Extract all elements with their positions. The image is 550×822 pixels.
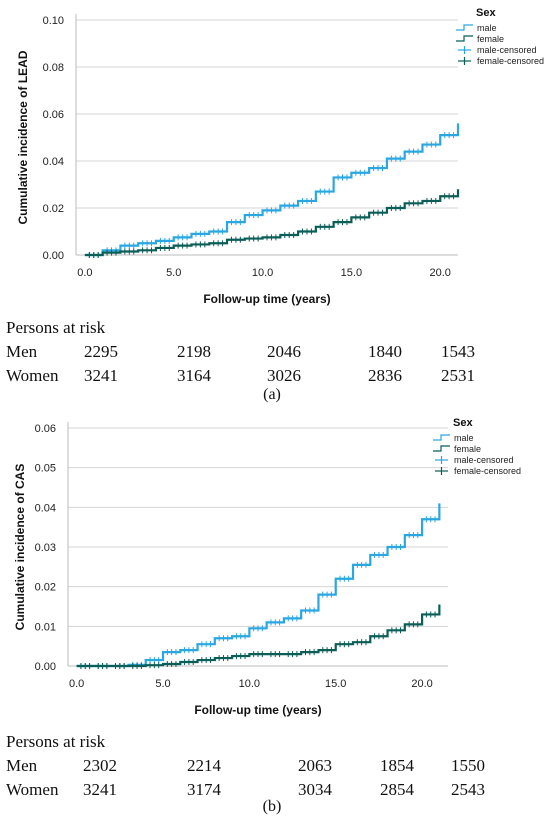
risk-value: 2836: [368, 366, 402, 385]
x-tick-label: 10.0: [252, 267, 273, 279]
risk-label: Men: [6, 342, 38, 361]
risk-value: 2046: [267, 342, 301, 361]
legend-entry: female-censored: [477, 56, 544, 66]
caption-a: (a): [263, 386, 281, 403]
series-line-female: [84, 189, 460, 257]
risk-value: 3026: [267, 366, 301, 385]
risk-header-row: Persons at risk: [0, 318, 550, 340]
y-tick-label: 0.02: [35, 582, 56, 594]
risk-row-men: Men 2295 2198 2046 1840 1543: [0, 342, 550, 364]
risk-value: 2214: [187, 756, 221, 775]
risk-value: 3034: [298, 780, 332, 799]
y-tick-label: 0.00: [43, 250, 64, 262]
series-line-male: [84, 123, 460, 257]
y-tick-label: 0.03: [35, 542, 56, 554]
risk-row-men: Men 2302 2214 2063 1854 1550: [0, 756, 550, 778]
x-tick-label: 15.0: [325, 678, 346, 690]
y-tick-label: 0.01: [35, 621, 56, 633]
risk-value: 2295: [84, 342, 118, 361]
legend-title: Sex: [476, 7, 496, 19]
legend-title: Sex: [453, 417, 473, 429]
y-tick-label: 0.00: [35, 661, 56, 673]
risk-label: Men: [6, 756, 38, 775]
risk-value: 2854: [380, 780, 414, 799]
risk-header: Persons at risk: [6, 318, 106, 337]
risk-value: 3174: [187, 780, 221, 799]
x-tick-label: 15.0: [341, 267, 362, 279]
y-axis-title: Cumulative incidence of LEAD: [16, 50, 30, 224]
risk-label: Women: [6, 366, 59, 385]
x-tick-label: 20.0: [411, 678, 432, 690]
risk-row-women: Women 3241 3164 3026 2836 2531: [0, 366, 550, 388]
legend-swatch: [433, 434, 450, 441]
legend-entry: male: [477, 23, 497, 33]
y-tick-label: 0.06: [35, 423, 56, 435]
y-axis-title: Cumulative incidence of CAS: [13, 464, 27, 631]
legend-entry: female: [477, 34, 504, 44]
lead-incidence-chart: 0.00 0.02 0.04 0.06 0.08 0.10 0.0 5.0 10.0 15.0 20…: [16, 7, 544, 306]
risk-value: 3241: [83, 780, 117, 799]
risk-value: 1840: [368, 342, 402, 361]
x-tick-label: 0.0: [77, 267, 92, 279]
risk-value: 2063: [298, 756, 332, 775]
legend-entry: male: [454, 433, 474, 443]
legend-swatch: [456, 35, 473, 42]
x-axis-title: Follow-up time (years): [194, 703, 321, 717]
risk-value: 3164: [177, 366, 211, 385]
y-tick-label: 0.08: [43, 62, 64, 74]
legend-swatch: [433, 445, 450, 452]
x-tick-label: 5.0: [155, 678, 170, 690]
risk-value: 2302: [83, 756, 117, 775]
x-tick-label: 10.0: [239, 678, 260, 690]
y-tick-label: 0.10: [43, 15, 64, 27]
x-tick-label: 5.0: [166, 267, 181, 279]
y-tick-label: 0.06: [43, 109, 64, 121]
legend-entry: female-censored: [454, 466, 521, 476]
y-tick-label: 0.02: [43, 203, 64, 215]
risk-value: 2531: [441, 366, 475, 385]
x-tick-label: 20.0: [430, 267, 451, 279]
series-line-male: [76, 503, 441, 668]
risk-value: 1854: [380, 756, 414, 775]
x-tick-label: 0.0: [69, 678, 84, 690]
risk-label: Women: [6, 780, 59, 799]
legend-swatch: [456, 24, 473, 31]
risk-header-row: Persons at risk: [0, 732, 550, 754]
legend-entry: male-censored: [454, 455, 514, 465]
cas-incidence-chart: 0.00 0.01 0.02 0.03 0.04 0.05 0.06 0.0 5.0 10.0 15…: [13, 417, 521, 717]
risk-value: 2198: [177, 342, 211, 361]
risk-header: Persons at risk: [6, 732, 106, 751]
y-tick-label: 0.05: [35, 463, 56, 475]
risk-value: 1550: [451, 756, 485, 775]
caption-b: (b): [262, 798, 282, 815]
chart-panel-a: 0.00 0.02 0.04 0.06 0.08 0.10 0.0 5.0 10.0 15.0 20…: [0, 0, 550, 410]
risk-value: 3241: [84, 366, 118, 385]
x-axis-title: Follow-up time (years): [203, 292, 330, 306]
risk-value: 2543: [451, 780, 485, 799]
chart-panel-b: 0.00 0.01 0.02 0.03 0.04 0.05 0.06 0.0 5.0 10.0 15…: [0, 412, 550, 822]
risk-row-women: Women 3241 3174 3034 2854 2543: [0, 780, 550, 802]
legend-entry: male-censored: [477, 45, 537, 55]
y-tick-label: 0.04: [35, 502, 56, 514]
y-tick-label: 0.04: [43, 156, 64, 168]
risk-value: 1543: [441, 342, 475, 361]
legend-entry: female: [454, 444, 481, 454]
